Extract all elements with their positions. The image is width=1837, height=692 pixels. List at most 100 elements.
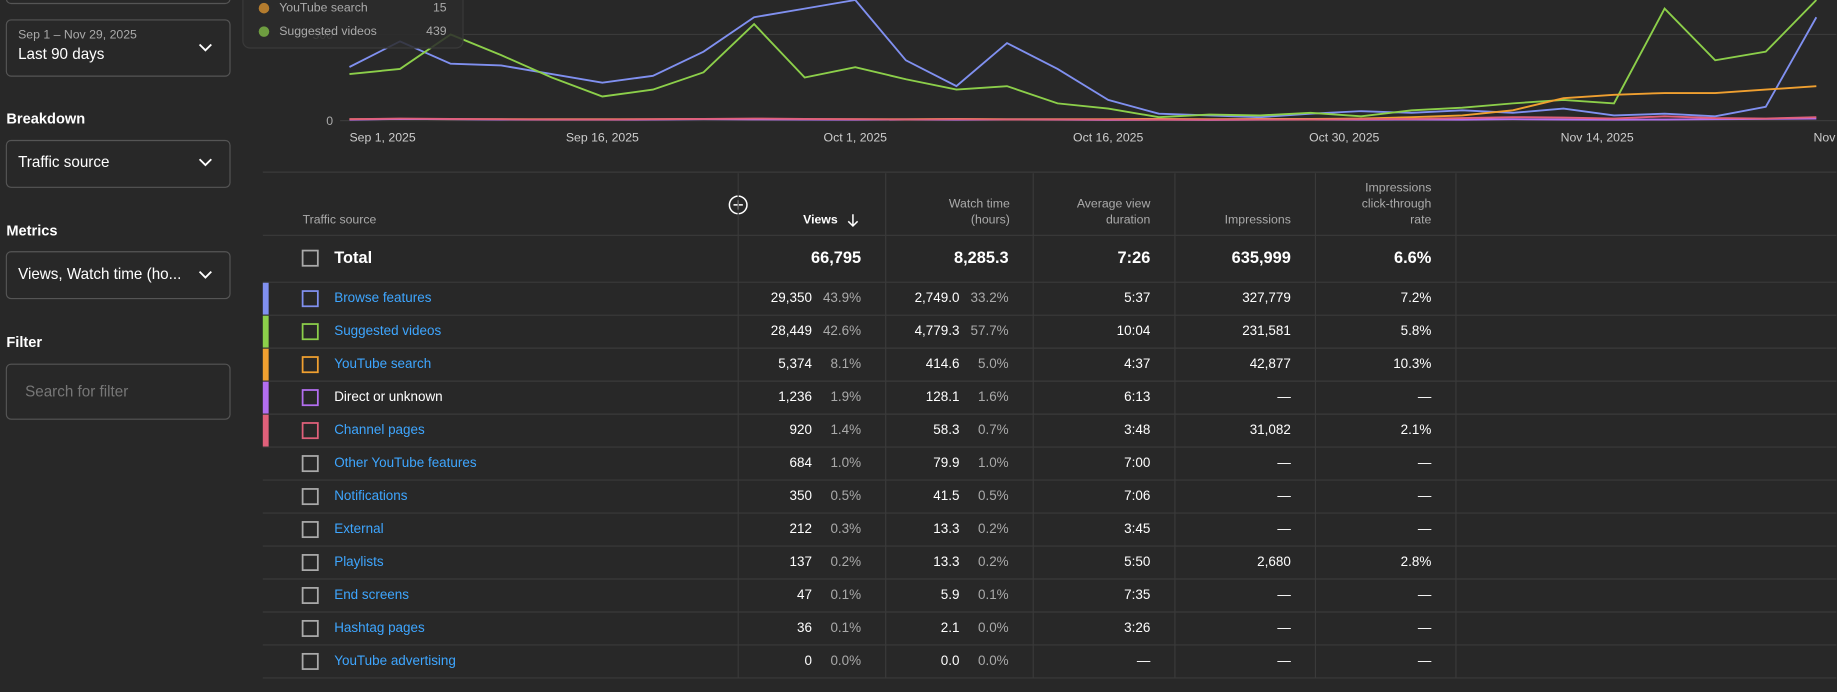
cell: 5:50	[1124, 554, 1150, 569]
cell: 1.4%	[830, 422, 861, 437]
checkbox[interactable]	[301, 619, 319, 637]
cell: 28,449	[771, 323, 812, 338]
legend-box	[242, 0, 464, 49]
cell: 58.3	[933, 422, 959, 437]
table: Traffic source Views Watch time(hours) Aver…	[262, 173, 1837, 679]
cell: 10:04	[1117, 323, 1151, 338]
cell: 128.1	[926, 389, 960, 404]
row-color-bar	[262, 282, 269, 315]
checkbox[interactable]	[301, 554, 319, 572]
cell: 414.6	[926, 356, 960, 371]
cell: 4:37	[1124, 356, 1150, 371]
source-name[interactable]: Channel pages	[334, 422, 425, 437]
cell: 0.2%	[978, 521, 1009, 536]
column-header: Average view	[1077, 197, 1151, 211]
row-color-bar	[262, 414, 269, 447]
cell: —	[1418, 653, 1432, 668]
cell: 5.8%	[1401, 323, 1432, 338]
column-header: Traffic source	[303, 212, 377, 226]
cell: 5,374	[778, 356, 812, 371]
source-name[interactable]: End screens	[334, 587, 409, 602]
source-name[interactable]: Notifications	[334, 488, 408, 503]
filter-input[interactable]	[5, 363, 231, 420]
cell: —	[1277, 620, 1291, 635]
total-cell: Total	[334, 249, 372, 267]
date-dropdown[interactable]	[5, 19, 231, 77]
x-tick-label: Sep 1, 2025	[349, 130, 415, 144]
column-header: rate	[1410, 212, 1431, 226]
cell: —	[1277, 653, 1291, 668]
breakdown-value: Traffic source	[18, 154, 109, 171]
source-name[interactable]: Browse features	[334, 290, 431, 305]
filter-label: Filter	[6, 335, 42, 351]
cell: 0.1%	[978, 587, 1009, 602]
date-preset: Last 90 days	[18, 46, 105, 63]
checkbox[interactable]	[301, 323, 319, 341]
cell: 0.0%	[830, 653, 861, 668]
cell: 0.0%	[978, 653, 1009, 668]
legend-value: 439	[426, 24, 447, 38]
cell: 7:06	[1124, 488, 1150, 503]
cropped-dropdown[interactable]	[5, 0, 231, 5]
cell: 1.9%	[830, 389, 861, 404]
row-color-bar	[262, 315, 269, 348]
column-header: Impressions	[1225, 212, 1291, 226]
cell: 2.1	[941, 620, 960, 635]
breakdown-dropdown[interactable]	[5, 139, 231, 188]
row-color-bar	[262, 381, 269, 414]
cell: 2,680	[1257, 554, 1291, 569]
metrics-dropdown[interactable]	[5, 251, 231, 300]
x-tick-label: Nov 14, 2025	[1561, 130, 1634, 144]
checkbox[interactable]	[301, 422, 319, 440]
series-line	[349, 0, 1818, 119]
x-tick-label: Oct 1, 2025	[824, 130, 888, 144]
cell: 137	[789, 554, 811, 569]
cell: 79.9	[933, 455, 959, 470]
cell: 0.0	[941, 653, 960, 668]
checkbox[interactable]	[301, 356, 319, 374]
source-name[interactable]: Suggested videos	[334, 323, 441, 338]
cell: 7.2%	[1401, 290, 1432, 305]
cell: —	[1137, 653, 1151, 668]
legend-label: YouTube search	[279, 0, 368, 14]
checkbox[interactable]	[301, 652, 319, 670]
cell: 5:37	[1124, 290, 1150, 305]
cell: —	[1277, 521, 1291, 536]
cell: 684	[789, 455, 812, 470]
checkbox[interactable]	[301, 587, 319, 604]
source-name[interactable]: Playlists	[334, 554, 384, 569]
source-name[interactable]: YouTube search	[334, 356, 431, 371]
cell: 3:26	[1124, 620, 1150, 635]
cell: 350	[789, 488, 811, 503]
cell: 42,877	[1250, 356, 1291, 371]
checkbox	[301, 249, 319, 267]
checkbox[interactable]	[301, 488, 319, 506]
legend-value: 15	[433, 0, 447, 14]
cell: 231,581	[1242, 323, 1291, 338]
cell: 1.6%	[978, 389, 1009, 404]
x-tick-label: Oct 30, 2025	[1309, 130, 1379, 144]
column-header: click-through	[1362, 197, 1432, 211]
cell: —	[1418, 587, 1432, 602]
checkbox[interactable]	[301, 389, 319, 407]
checkbox[interactable]	[301, 290, 319, 308]
cell: 5.9	[941, 587, 960, 602]
legend-dot	[258, 2, 270, 14]
cell: —	[1277, 389, 1291, 404]
source-name[interactable]: External	[334, 521, 383, 536]
cell: 7:00	[1124, 455, 1150, 470]
source-name[interactable]: YouTube advertising	[334, 653, 456, 668]
total-cell: 8,285.3	[954, 249, 1009, 267]
checkbox[interactable]	[301, 521, 319, 539]
cell: 0.5%	[978, 488, 1009, 503]
checkbox[interactable]	[301, 455, 319, 473]
source-name[interactable]: Other YouTube features	[334, 455, 477, 470]
cell: —	[1277, 587, 1291, 602]
source-name[interactable]: Hashtag pages	[334, 620, 425, 635]
cell: 0.1%	[830, 587, 861, 602]
cell: 2.1%	[1401, 422, 1432, 437]
column-header: Views	[803, 212, 838, 226]
row-color-bar	[262, 348, 269, 381]
